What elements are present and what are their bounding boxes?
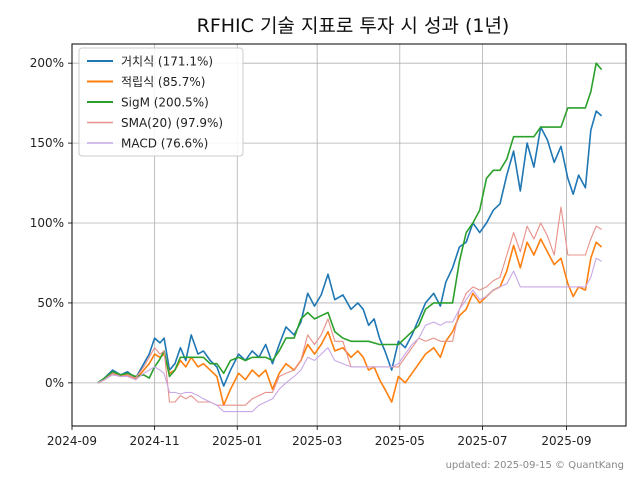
chart-title: RFHIC 기술 지표로 투자 시 성과 (1년) bbox=[197, 15, 510, 37]
footer-credit: updated: 2025-09-15 © QuantKang bbox=[446, 460, 624, 471]
y-tick-label: 100% bbox=[30, 216, 64, 230]
legend-label: MACD (76.6%) bbox=[121, 137, 208, 151]
series-line-3 bbox=[97, 206, 602, 406]
x-tick-label: 2024-11 bbox=[130, 434, 180, 448]
y-tick-label: 200% bbox=[30, 56, 64, 70]
series-line-4 bbox=[97, 257, 602, 413]
series-line-2 bbox=[97, 62, 603, 384]
x-tick-label: 2025-07 bbox=[457, 434, 507, 448]
plot-area-frame bbox=[71, 43, 627, 427]
series-line-1 bbox=[97, 238, 603, 407]
legend-label: 거치식 (171.1%) bbox=[121, 55, 213, 69]
legend-label: 적립식 (85.7%) bbox=[121, 75, 205, 89]
y-tick-label: 50% bbox=[37, 296, 64, 310]
x-tick-label: 2025-05 bbox=[375, 434, 425, 448]
y-tick-label: 0% bbox=[45, 376, 64, 390]
x-tick-label: 2025-01 bbox=[212, 434, 262, 448]
legend-box bbox=[78, 47, 244, 157]
series-line-0 bbox=[97, 110, 603, 387]
x-tick-label: 2025-03 bbox=[292, 434, 342, 448]
legend: 거치식 (171.1%) 적립식 (85.7%) SigM (200.5%) SMA(… bbox=[78, 47, 244, 157]
legend-label: SMA(20) (97.9%) bbox=[121, 116, 223, 130]
x-tick-label: 2025-09 bbox=[541, 434, 591, 448]
y-tick-label: 150% bbox=[30, 136, 64, 150]
legend-label: SigM (200.5%) bbox=[121, 96, 209, 110]
series-lines bbox=[97, 62, 603, 413]
axes: 2024-09 2024-11 2025-01 2025-03 2025-05 2025-… bbox=[30, 56, 592, 448]
x-tick-label: 2024-09 bbox=[47, 434, 97, 448]
